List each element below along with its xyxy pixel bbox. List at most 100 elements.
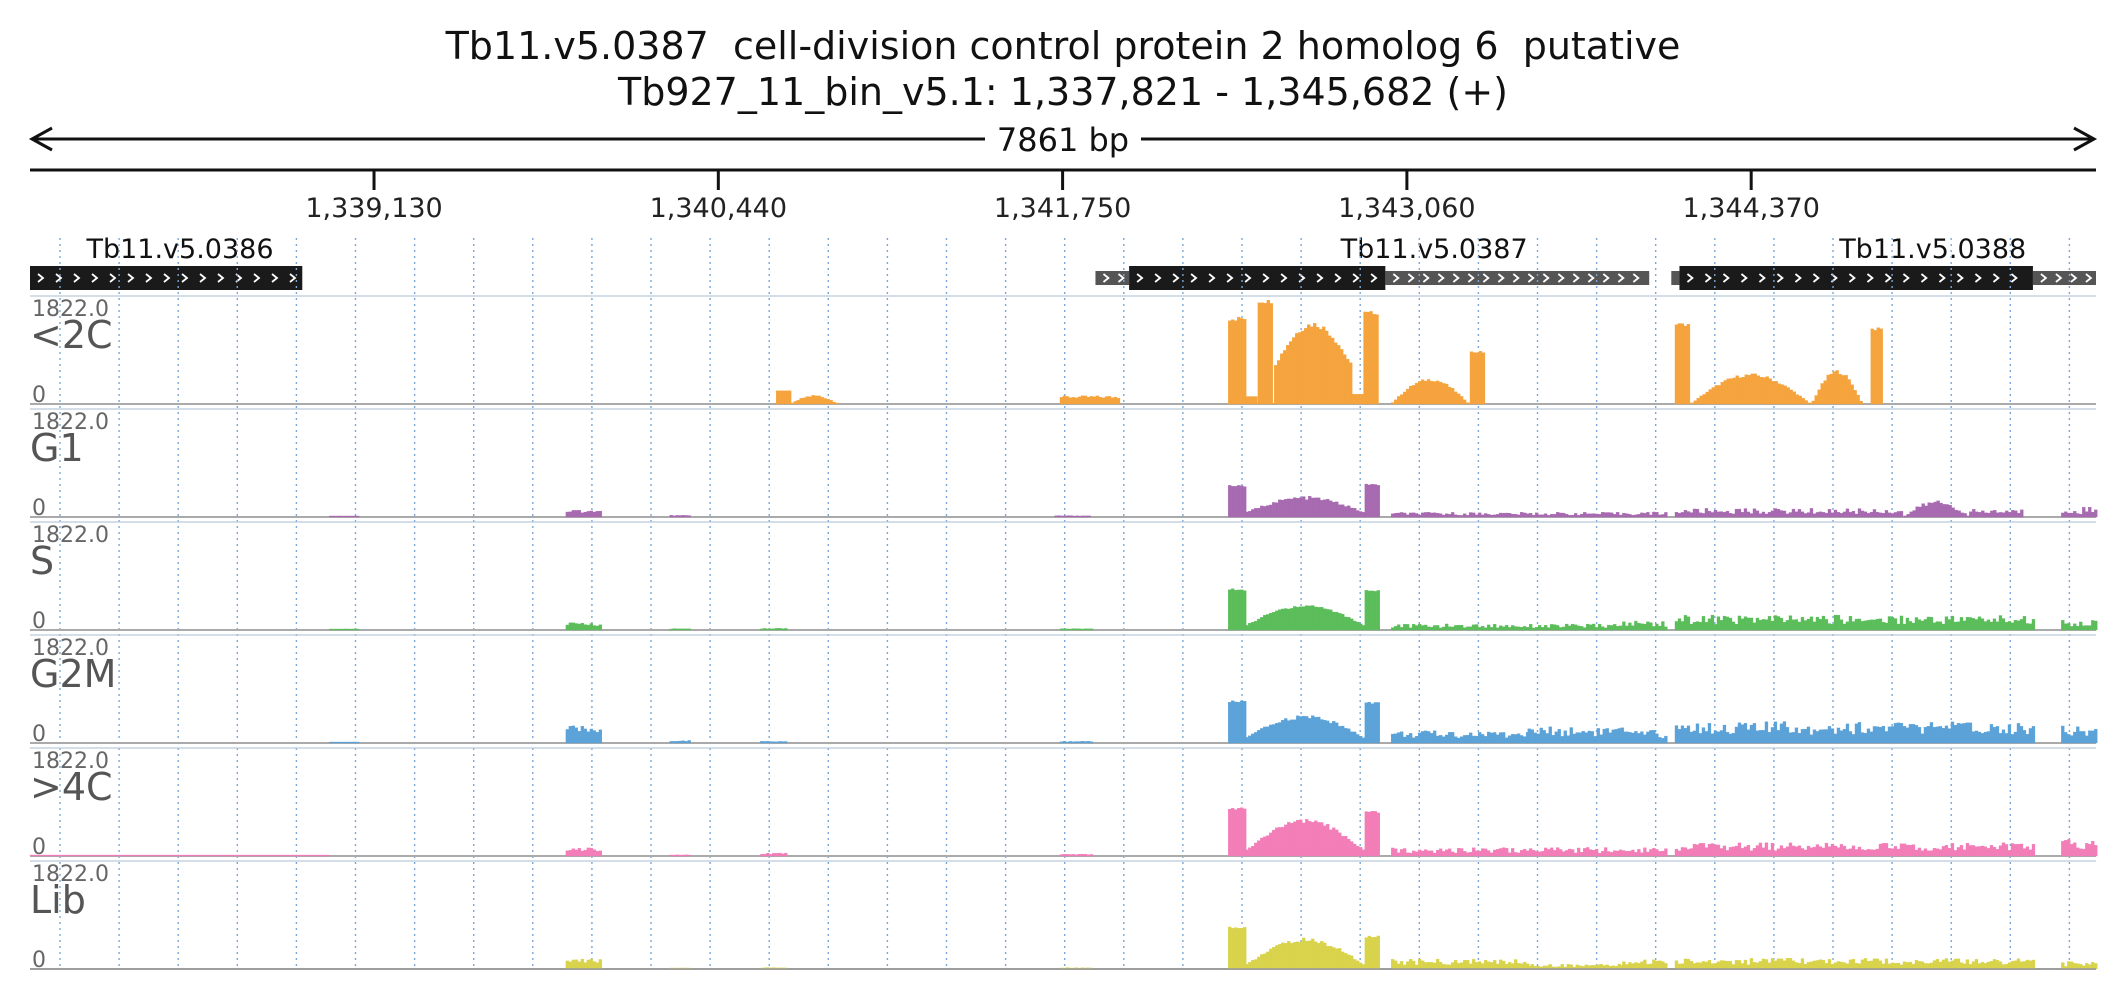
coverage-bar — [781, 390, 786, 405]
coverage-bar — [1722, 960, 1727, 970]
coverage-bar — [1504, 848, 1509, 857]
coverage-bar — [1077, 854, 1082, 857]
coverage-bar — [1480, 734, 1485, 744]
coverage-bar — [1498, 848, 1503, 857]
coverage-bar — [1873, 330, 1877, 405]
coverage-bar — [675, 741, 679, 744]
coverage-bar — [2031, 726, 2036, 744]
coverage-bar — [272, 854, 277, 857]
coverage-bar — [278, 854, 283, 857]
coverage-bar — [1408, 959, 1413, 970]
coverage-bar — [1704, 961, 1709, 970]
coverage-bar — [1791, 960, 1796, 970]
coverage-bar — [1698, 843, 1703, 857]
coverage-bar — [1293, 606, 1297, 631]
coverage-bar — [1316, 327, 1320, 405]
coverage-bar — [583, 624, 588, 631]
coverage-bar — [1254, 620, 1258, 631]
coverage-bar — [1597, 852, 1602, 857]
coverage-bar — [1771, 381, 1775, 405]
coverage-bar — [1872, 619, 1877, 631]
coverage-bar — [1432, 730, 1437, 744]
coverage-bar — [158, 854, 163, 857]
coverage-bar — [1854, 513, 1859, 518]
strand-arrow-icon — [1392, 273, 1400, 283]
coverage-bar — [1543, 625, 1548, 631]
coverage-bar — [1359, 511, 1363, 518]
coverage-bar — [1237, 589, 1241, 631]
coverage-bar — [1689, 731, 1694, 744]
coverage-bar — [284, 854, 289, 857]
coverage-bar — [1585, 513, 1590, 518]
coverage-bar — [1974, 959, 1979, 970]
coverage-bar — [1731, 732, 1736, 744]
coverage-bar — [1851, 958, 1856, 970]
coverage-bar — [1462, 513, 1467, 518]
coverage-bar — [1504, 625, 1509, 631]
coverage-bar — [2016, 620, 2021, 631]
strand-arrow-icon — [1136, 273, 1144, 283]
coverage-bar — [1615, 850, 1620, 857]
coverage-bar — [1686, 616, 1691, 631]
coverage-bar — [1486, 514, 1491, 518]
coverage-bar — [281, 854, 286, 857]
coverage-bar — [2004, 733, 2009, 744]
coverage-bar — [1622, 512, 1626, 518]
coverage-bar — [1370, 811, 1374, 857]
coverage-bar — [1311, 938, 1315, 970]
coverage-bar — [1809, 961, 1814, 970]
coverage-bar — [1240, 700, 1244, 744]
strand-arrow-icon — [1512, 273, 1520, 283]
coverage-bar — [1353, 508, 1357, 518]
coverage-bar — [1516, 963, 1521, 970]
coverage-bar — [1713, 624, 1718, 631]
coverage-bar — [592, 511, 597, 518]
coverage-bar — [1908, 961, 1913, 970]
coverage-bar — [1842, 511, 1847, 518]
coverage-bar — [1755, 510, 1760, 518]
coverage-bar — [1689, 960, 1694, 970]
coverage-bar — [1065, 741, 1070, 744]
coverage-bar — [1941, 959, 1946, 970]
coverage-bar — [1478, 351, 1483, 405]
coverage-bar — [1071, 628, 1076, 631]
coverage-bar — [1965, 617, 1970, 631]
coverage-bar — [1585, 847, 1590, 857]
coverage-bar — [778, 741, 782, 744]
coverage-bar — [341, 628, 345, 631]
coverage-bar — [1519, 963, 1524, 970]
coverage-bar — [1824, 619, 1829, 631]
strand-arrow-icon — [1920, 273, 1928, 283]
coverage-bar — [1302, 937, 1306, 970]
strand-arrow-icon — [1542, 273, 1550, 283]
coverage-bar — [565, 850, 570, 857]
coverage-bar — [1674, 848, 1679, 857]
coverage-bar — [1692, 843, 1697, 857]
coverage-bar — [598, 624, 603, 631]
coverage-bar — [1962, 849, 1967, 857]
coverage-bar — [1800, 848, 1805, 857]
coverage-bar — [1231, 486, 1235, 518]
coverage-bar — [1968, 722, 1973, 744]
coverage-bar — [1519, 512, 1524, 518]
coverage-bar — [1881, 843, 1886, 857]
coverage-bar — [1713, 730, 1718, 744]
coverage-bar — [1731, 621, 1736, 631]
strand-arrow-icon — [1884, 273, 1892, 283]
coverage-bar — [1329, 946, 1333, 970]
coverage-bar — [1286, 345, 1290, 405]
coverage-bar — [681, 740, 685, 744]
coverage-bar — [155, 854, 160, 857]
x-tick-label: 1,339,130 — [305, 193, 442, 224]
coverage-bar — [1086, 628, 1091, 631]
coverage-bar — [1311, 822, 1315, 857]
coverage-bar — [1081, 515, 1085, 518]
coverage-bar — [1396, 963, 1401, 970]
coverage-bar — [1459, 848, 1464, 857]
coverage-bar — [1774, 381, 1778, 405]
coverage-bar — [1707, 618, 1712, 631]
coverage-bar — [1290, 608, 1294, 631]
coverage-bar — [1528, 848, 1533, 857]
coverage-bar — [1564, 850, 1569, 857]
